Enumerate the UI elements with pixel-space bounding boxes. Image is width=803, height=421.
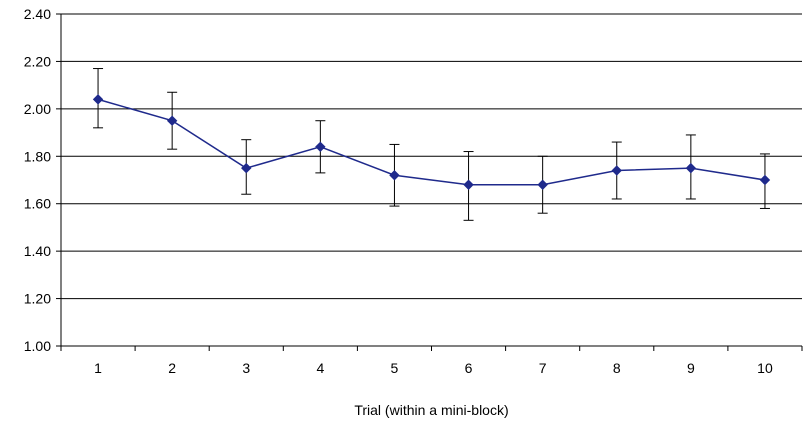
y-tick-labels: 1.00 1.20 1.40 1.60 1.80 2.00 2.20 2.40 [24,6,51,354]
x-tick-label: 4 [316,360,324,376]
x-tick-label: 3 [242,360,250,376]
y-tick-label: 2.40 [24,6,51,22]
x-tick-label: 9 [687,360,695,376]
series-polyline [98,99,765,184]
data-point-marker [612,166,621,175]
data-point-marker [242,164,251,173]
x-tick-label: 8 [613,360,621,376]
y-tick-label: 1.00 [24,338,51,354]
data-point-marker [94,95,103,104]
data-point-marker [686,164,695,173]
y-tick-label: 1.60 [24,196,51,212]
x-axis-label: Trial (within a mini-block) [354,402,508,418]
y-tick-label: 2.20 [24,53,51,69]
x-tick-label: 6 [465,360,473,376]
data-point-marker [760,176,769,185]
y-tick-label: 2.00 [24,101,51,117]
y-tick-label: 1.40 [24,243,51,259]
x-tick-label: 2 [168,360,176,376]
x-tick-label: 5 [391,360,399,376]
data-point-marker [464,180,473,189]
axes [56,14,802,351]
series-line [98,99,765,184]
data-point-marker [168,116,177,125]
data-point-marker [316,142,325,151]
x-tick-label: 1 [94,360,102,376]
error-bars [93,69,770,221]
x-tick-label: 10 [757,360,773,376]
y-tick-label: 1.80 [24,148,51,164]
data-point-marker [390,171,399,180]
x-tick-labels: 1 2 3 4 5 6 7 8 9 10 [94,360,773,376]
y-tick-label: 1.20 [24,291,51,307]
x-tick-label: 7 [539,360,547,376]
data-point-marker [538,180,547,189]
